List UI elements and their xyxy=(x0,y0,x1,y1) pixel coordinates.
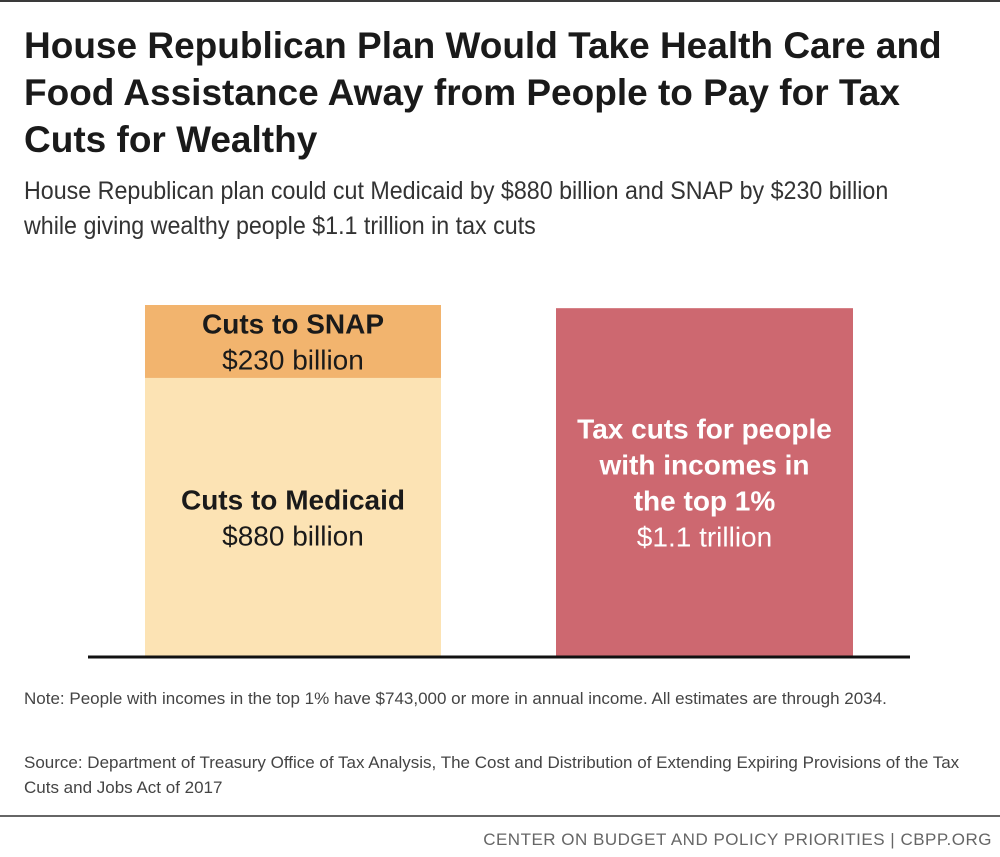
chart-title: House Republican Plan Would Take Health … xyxy=(24,25,942,160)
bar-label-cuts-to-medicaid-line-1: Cuts to Medicaid xyxy=(181,484,405,515)
chart-note: Note: People with incomes in the top 1% … xyxy=(24,689,887,708)
bar-cuts-to-snap xyxy=(145,305,441,378)
bar-tax-cuts-for-people-with-incomes-in-the-top-1 xyxy=(556,308,853,657)
chart-subtitle: House Republican plan could cut Medicaid… xyxy=(24,177,889,240)
bar-label-tax-cuts-for-people-with-incomes-in-the-top-1-line-1: Tax cuts for people xyxy=(577,414,832,445)
bar-value-label-tax-cuts-for-people-with-incomes-in-the-top-1: $1.1 trillion xyxy=(637,522,772,553)
bar-value-label-cuts-to-snap: $230 billion xyxy=(222,344,364,375)
top-rule xyxy=(0,0,1000,2)
footer-credit: CENTER ON BUDGET AND POLICY PRIORITIES |… xyxy=(483,830,992,849)
bar-cuts-to-medicaid xyxy=(145,377,441,657)
chart-source: Source: Department of Treasury Office of… xyxy=(24,753,960,797)
bar-label-tax-cuts-for-people-with-incomes-in-the-top-1-line-2: with incomes in xyxy=(598,450,809,481)
bottom-rule xyxy=(0,815,1000,817)
bar-label-cuts-to-snap-line-1: Cuts to SNAP xyxy=(202,308,384,339)
bar-label-tax-cuts-for-people-with-incomes-in-the-top-1-line-3: the top 1% xyxy=(634,486,776,517)
bar-value-label-cuts-to-medicaid: $880 billion xyxy=(222,520,364,551)
